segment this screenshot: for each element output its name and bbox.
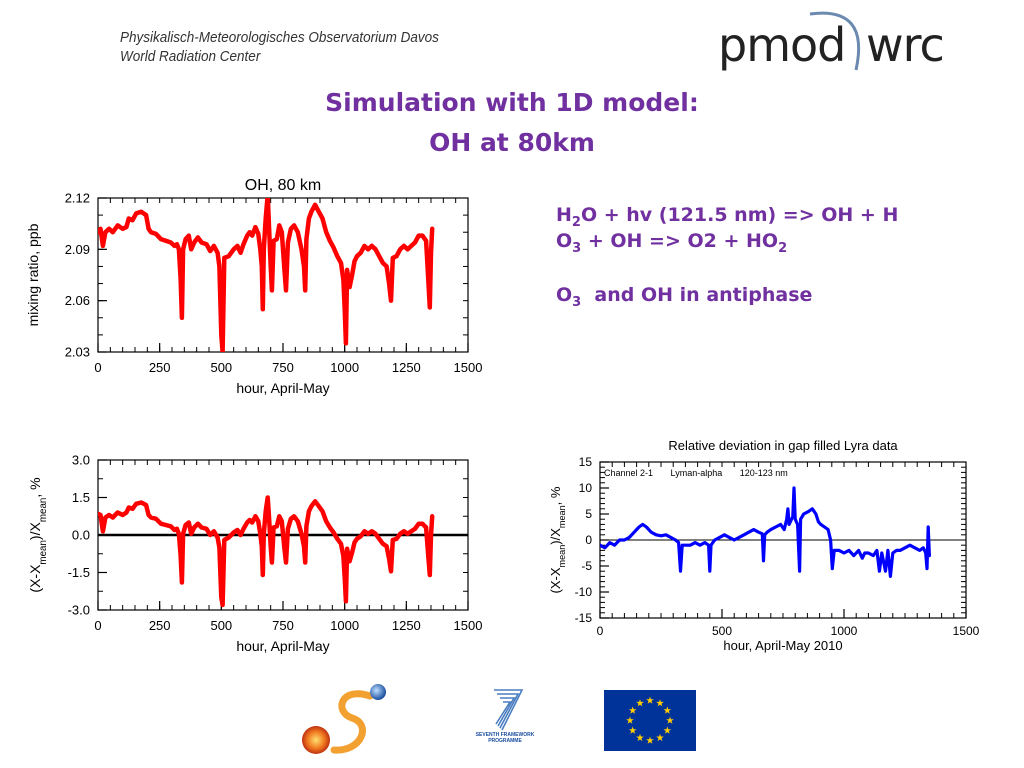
x-tick-label: 500 bbox=[712, 624, 732, 638]
x-tick-label: 1500 bbox=[454, 360, 483, 375]
y-tick-label: 2.09 bbox=[65, 242, 90, 257]
x-tick-label: 1250 bbox=[392, 360, 421, 375]
pmod-wrc-logo: pmod wrc bbox=[718, 8, 958, 78]
y-tick-label: -10 bbox=[575, 585, 593, 599]
y-tick-label: 0 bbox=[585, 533, 592, 547]
eu-flag bbox=[604, 690, 696, 751]
fp7-label-line-2: PROGRAMME bbox=[488, 738, 522, 744]
x-tick-label: 1000 bbox=[330, 618, 359, 633]
chart-title: OH, 80 km bbox=[245, 177, 321, 194]
x-tick-label: 1500 bbox=[454, 618, 483, 633]
y-tick-label: 5 bbox=[585, 507, 592, 521]
organization-line-2: World Radiation Center bbox=[120, 48, 261, 65]
x-tick-label: 0 bbox=[94, 618, 101, 633]
y-tick-label: 0.0 bbox=[72, 528, 90, 543]
x-tick-label: 0 bbox=[94, 360, 101, 375]
data-series-line bbox=[98, 495, 435, 608]
lyra-relative-deviation-chart: Relative deviation in gap filled Lyra da… bbox=[548, 438, 980, 653]
eq2-species: O bbox=[556, 230, 573, 252]
wrc-logo-text: wrc bbox=[866, 18, 945, 72]
y-tick-label: 1.5 bbox=[72, 490, 90, 505]
eu-star-icon bbox=[646, 736, 654, 744]
x-tick-label: 750 bbox=[272, 360, 294, 375]
pmod-logo-text: pmod bbox=[718, 18, 846, 72]
y-tick-label: -5 bbox=[581, 559, 592, 573]
eq1-rest: O + hv (121.5 nm) => OH + H bbox=[580, 204, 899, 226]
organization-name: Physikalisch-Meteorologisches Observator… bbox=[120, 28, 439, 66]
equation-water-photolysis: H2O + hv (121.5 nm) => OH + H bbox=[556, 204, 898, 230]
y-tick-label: 2.12 bbox=[65, 191, 90, 206]
x-axis-label: hour, April-May 2010 bbox=[723, 638, 842, 653]
y-axis-label: (X-Xmean)/Xmean, % bbox=[548, 486, 567, 593]
x-axis-label: hour, April-May bbox=[236, 380, 329, 396]
note-subscript: 3 bbox=[572, 294, 582, 310]
fp7-label-line-1: SEVENTH FRAMEWORK bbox=[475, 732, 535, 738]
y-tick-label: -1.5 bbox=[68, 565, 90, 580]
eu-star-icon bbox=[646, 696, 654, 704]
x-tick-label: 250 bbox=[149, 360, 171, 375]
y-tick-label: 15 bbox=[579, 455, 593, 469]
chart-annotation: Channel 2-1 Lyman-alpha 120-123 nm bbox=[604, 468, 788, 478]
x-tick-label: 500 bbox=[210, 360, 232, 375]
eu-star-icon bbox=[666, 716, 674, 724]
eq2-rest: + OH => O2 + HO bbox=[581, 230, 779, 252]
note-species: O bbox=[556, 284, 573, 306]
y-axis-label: (X-Xmean)/Xmean, % bbox=[27, 477, 49, 592]
fp7-logo: SEVENTH FRAMEWORK PROGRAMME bbox=[470, 682, 540, 748]
eu-star-icon bbox=[656, 733, 664, 742]
x-tick-label: 750 bbox=[272, 618, 294, 633]
oh-mixing-ratio-chart: OH, 80 km 0 250 500 750 1000 1250 1500 2.03 2.06 2… bbox=[25, 177, 483, 396]
eu-star-icon bbox=[628, 706, 637, 714]
eq2-subscript: 3 bbox=[572, 240, 582, 256]
y-tick-label: 2.03 bbox=[65, 345, 90, 360]
sun-s-logo-icon bbox=[302, 684, 386, 754]
x-tick-label: 1500 bbox=[953, 624, 980, 638]
eu-star-icon bbox=[636, 733, 644, 742]
eu-star-icon bbox=[663, 726, 672, 734]
x-axis-label: hour, April-May bbox=[236, 638, 329, 654]
y-tick-label: -15 bbox=[575, 611, 593, 625]
x-tick-label: 500 bbox=[210, 618, 232, 633]
equation-ozone-oh: O3 + OH => O2 + HO2 bbox=[556, 230, 898, 256]
y-tick-label: -3.0 bbox=[68, 603, 90, 618]
solaccess-logo bbox=[300, 682, 392, 756]
y-tick-label: 2.06 bbox=[65, 293, 90, 308]
eu-star-icon bbox=[656, 699, 664, 707]
eq2-subscript-2: 2 bbox=[778, 240, 788, 256]
data-series-line bbox=[98, 198, 435, 352]
reaction-equations: H2O + hv (121.5 nm) => OH + H O3 + OH =>… bbox=[556, 204, 898, 310]
y-axis-label: mixing ratio, ppb bbox=[25, 223, 41, 326]
antiphase-note: O3 and OH in antiphase bbox=[556, 284, 898, 310]
organization-line-1: Physikalisch-Meteorologisches Observator… bbox=[120, 29, 439, 46]
x-tick-label: 0 bbox=[597, 624, 604, 638]
pmod-wrc-logo-arc bbox=[809, 11, 861, 71]
eu-star-icon bbox=[626, 716, 634, 724]
x-tick-label: 1250 bbox=[392, 618, 421, 633]
x-tick-label: 1000 bbox=[831, 624, 858, 638]
eq1-species: H bbox=[556, 204, 572, 226]
eu-star-icon bbox=[628, 726, 637, 734]
seventh-framework-icon bbox=[494, 689, 524, 731]
x-tick-label: 250 bbox=[149, 618, 171, 633]
y-tick-label: 3.0 bbox=[72, 453, 90, 468]
chart-title: Relative deviation in gap filled Lyra da… bbox=[668, 438, 898, 453]
eu-star-icon bbox=[636, 699, 644, 707]
y-tick-label: 10 bbox=[579, 481, 593, 495]
eu-flag-icon bbox=[604, 690, 696, 751]
eu-star-icon bbox=[663, 706, 672, 714]
data-series-line bbox=[600, 486, 931, 578]
slide-title-line-1: Simulation with 1D model: bbox=[325, 88, 699, 117]
note-rest: and OH in antiphase bbox=[581, 284, 813, 306]
oh-relative-deviation-chart: 0 250 500 750 1000 1250 1500 3.0 1.5 0.0 -1.5 -3.0 h… bbox=[27, 453, 483, 654]
eq1-subscript: 2 bbox=[571, 214, 581, 230]
x-tick-label: 1000 bbox=[330, 360, 359, 375]
slide-title-line-2: OH at 80km bbox=[429, 128, 595, 157]
